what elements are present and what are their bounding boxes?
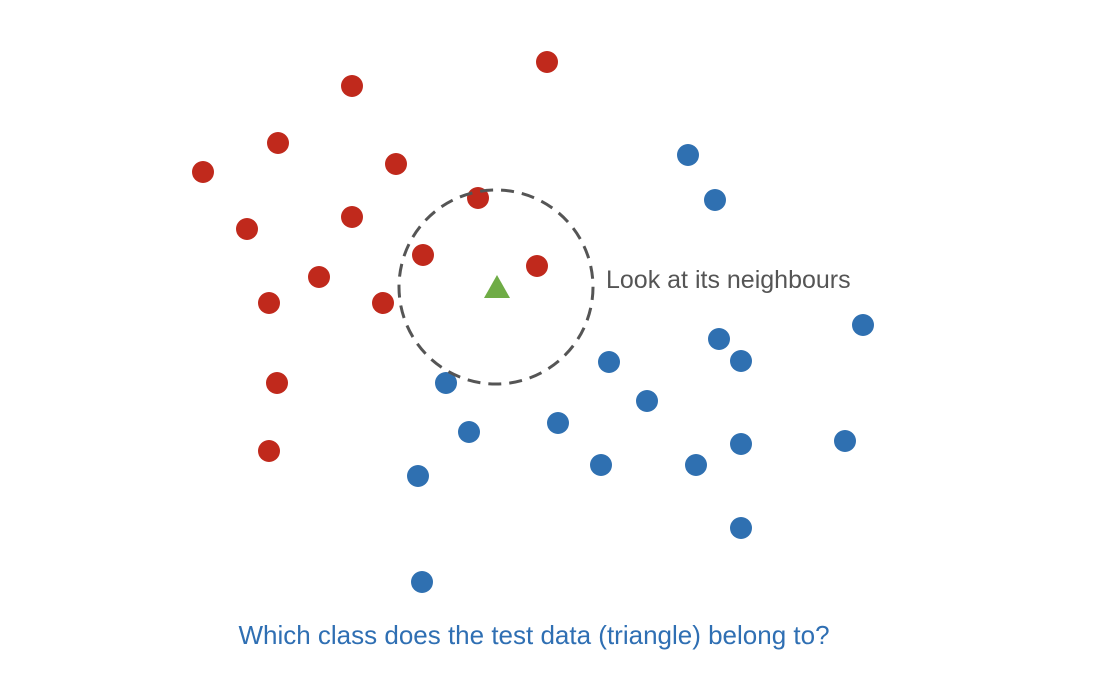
class-b-dot (704, 189, 726, 211)
test-point-triangle (484, 275, 510, 298)
class-b-dot (636, 390, 658, 412)
class-b-dot (852, 314, 874, 336)
class-b-points (407, 144, 874, 593)
class-a-dot (192, 161, 214, 183)
class-b-dot (730, 433, 752, 455)
class-a-dot (385, 153, 407, 175)
class-a-dot (236, 218, 258, 240)
class-a-dot (258, 292, 280, 314)
class-a-dot (308, 266, 330, 288)
class-b-dot (730, 517, 752, 539)
class-b-dot (598, 351, 620, 373)
neighbourhood-circle (397, 188, 595, 386)
class-b-dot (435, 372, 457, 394)
class-b-dot (458, 421, 480, 443)
class-a-dot (412, 244, 434, 266)
class-b-dot (590, 454, 612, 476)
class-b-dot (677, 144, 699, 166)
class-b-dot (730, 350, 752, 372)
class-b-dot (547, 412, 569, 434)
class-a-dot (266, 372, 288, 394)
class-b-dot (708, 328, 730, 350)
class-a-points (192, 51, 558, 462)
question-caption: Which class does the test data (triangle… (238, 620, 830, 650)
class-a-dot (258, 440, 280, 462)
class-a-dot (526, 255, 548, 277)
class-a-dot (267, 132, 289, 154)
class-a-dot (372, 292, 394, 314)
class-a-dot (341, 75, 363, 97)
class-b-dot (685, 454, 707, 476)
class-b-dot (411, 571, 433, 593)
class-a-dot (536, 51, 558, 73)
class-b-dot (407, 465, 429, 487)
class-b-dot (834, 430, 856, 452)
neighbours-annotation: Look at its neighbours (606, 266, 851, 294)
class-a-dot (341, 206, 363, 228)
